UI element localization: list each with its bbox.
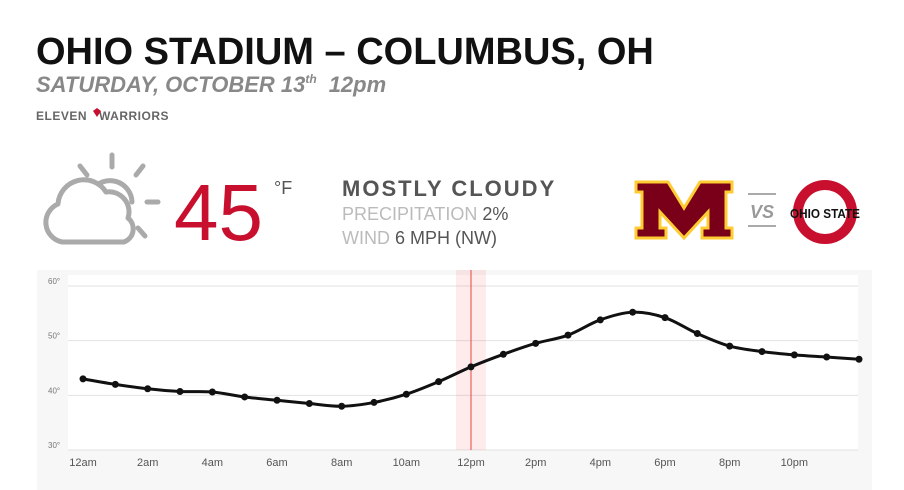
data-point xyxy=(273,396,281,404)
data-point xyxy=(855,355,863,363)
data-point xyxy=(726,342,734,350)
condition: MOSTLY CLOUDY xyxy=(342,176,556,201)
x-tick-label: 6pm xyxy=(654,457,675,469)
wind: WIND 6 MPH (NW) xyxy=(342,228,497,248)
x-tick-label: 12am xyxy=(69,457,97,469)
data-point xyxy=(241,393,249,401)
data-point xyxy=(564,331,572,339)
subtitle: SATURDAY, OCTOBER 13th 12pm xyxy=(36,72,386,97)
brand-left: ELEVEN xyxy=(36,109,87,123)
brand-right: WARRIORS xyxy=(99,109,169,123)
data-point xyxy=(661,314,669,322)
x-tick-label: 8pm xyxy=(719,457,740,469)
plot-area xyxy=(68,275,858,450)
x-tick-label: 6am xyxy=(266,457,287,469)
data-point xyxy=(532,339,540,347)
x-tick-label: 10am xyxy=(393,457,421,469)
brand: ELEVEN WARRIORS xyxy=(36,109,169,123)
data-point xyxy=(499,350,507,358)
temperature: 45 xyxy=(174,168,263,257)
x-tick-label: 12pm xyxy=(457,457,485,469)
data-point xyxy=(370,398,378,406)
data-point xyxy=(629,308,637,316)
data-point xyxy=(111,380,119,388)
data-point xyxy=(338,402,346,410)
data-point xyxy=(79,375,87,383)
data-point xyxy=(823,353,831,361)
x-tick-label: 2am xyxy=(137,457,158,469)
brand-icon xyxy=(93,108,101,117)
data-point xyxy=(758,348,766,356)
y-tick-label: 60° xyxy=(48,277,60,286)
x-tick-label: 8am xyxy=(331,457,352,469)
y-tick-label: 40° xyxy=(48,386,60,395)
weather-icon xyxy=(43,152,161,245)
date: SATURDAY, OCTOBER 13 xyxy=(36,72,305,97)
y-tick-label: 50° xyxy=(48,332,60,341)
home-logo-text: OHIO STATE xyxy=(790,206,860,221)
data-point xyxy=(467,363,475,371)
data-point xyxy=(176,387,184,395)
data-point xyxy=(596,316,604,324)
data-point xyxy=(790,351,798,359)
x-tick-label: 4pm xyxy=(590,457,611,469)
x-tick-label: 2pm xyxy=(525,457,546,469)
wind-value: 6 MPH (NW) xyxy=(395,228,497,248)
away-logo xyxy=(634,180,734,241)
data-point xyxy=(208,388,216,396)
date-suffix: th xyxy=(305,72,316,86)
vs: VS xyxy=(750,202,774,222)
precipitation: PRECIPITATION 2% xyxy=(342,204,508,224)
home-logo-inner xyxy=(803,190,847,234)
temperature-unit: °F xyxy=(274,178,292,198)
x-tick-label: 10pm xyxy=(781,457,809,469)
wind-label: WIND xyxy=(342,228,390,248)
data-point xyxy=(693,330,701,338)
title: OHIO STADIUM – COLUMBUS, OH xyxy=(36,31,654,73)
precipitation-label: PRECIPITATION xyxy=(342,204,477,224)
data-point xyxy=(402,390,410,398)
time: 12pm xyxy=(329,72,386,97)
data-point xyxy=(305,400,313,408)
data-point xyxy=(435,378,443,386)
precipitation-value: 2% xyxy=(482,204,508,224)
y-tick-label: 30° xyxy=(48,441,60,450)
x-tick-label: 4am xyxy=(202,457,223,469)
data-point xyxy=(144,385,152,393)
